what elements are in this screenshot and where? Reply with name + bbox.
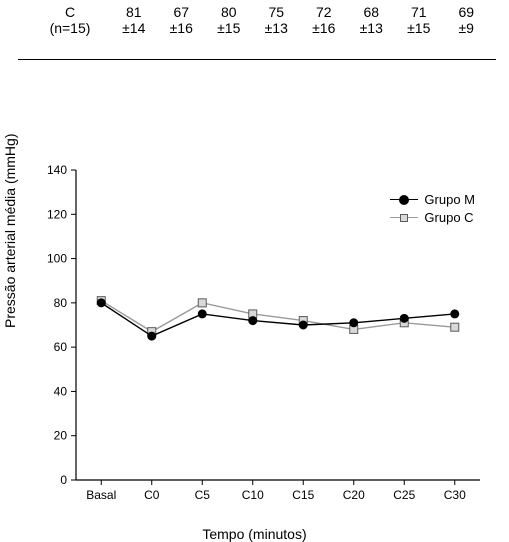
value-cell: 67	[158, 4, 206, 20]
page: { "table": { "row_label_top": "C", "row_…	[0, 0, 509, 542]
svg-text:Basal: Basal	[86, 488, 116, 502]
table-row: C 8167807572687169	[30, 4, 490, 20]
svg-text:80: 80	[54, 296, 68, 310]
svg-text:C15: C15	[292, 488, 314, 502]
table-bottom-rule	[18, 59, 496, 60]
error-cell: ±13	[253, 20, 301, 36]
legend: Grupo M Grupo C	[390, 190, 475, 226]
y-axis-label: Pressão arterial média (mmHg)	[2, 134, 18, 329]
svg-text:40: 40	[54, 384, 68, 398]
legend-marker-m	[399, 195, 409, 205]
error-cell: ±15	[205, 20, 253, 36]
value-cell: 68	[348, 4, 396, 20]
legend-line-m	[390, 199, 418, 200]
value-cell: 72	[300, 4, 348, 20]
value-cell: 75	[253, 4, 301, 20]
row-label-top: C	[30, 4, 110, 20]
svg-text:C30: C30	[444, 488, 466, 502]
svg-text:C20: C20	[343, 488, 365, 502]
svg-text:60: 60	[54, 340, 68, 354]
legend-entry-c: Grupo C	[390, 208, 475, 226]
value-cells: 8167807572687169	[110, 4, 490, 20]
error-cell: ±15	[395, 20, 443, 36]
data-table: C 8167807572687169 (n=15) ±14±16±15±13±1…	[30, 4, 490, 36]
svg-text:C25: C25	[393, 488, 415, 502]
error-cell: ±13	[348, 20, 396, 36]
value-cell: 80	[205, 4, 253, 20]
svg-text:140: 140	[47, 163, 67, 177]
x-axis-label: Tempo (minutos)	[0, 526, 509, 542]
legend-label-m: Grupo M	[424, 192, 475, 207]
svg-text:20: 20	[54, 429, 68, 443]
svg-text:120: 120	[47, 207, 67, 221]
legend-entry-m: Grupo M	[390, 190, 475, 208]
svg-text:C5: C5	[195, 488, 211, 502]
value-cell: 71	[395, 4, 443, 20]
table-row: (n=15) ±14±16±15±13±16±13±15±9	[30, 20, 490, 36]
legend-line-c	[390, 217, 418, 218]
legend-marker-c	[400, 214, 408, 222]
error-cell: ±16	[300, 20, 348, 36]
error-cell: ±16	[158, 20, 206, 36]
svg-text:C10: C10	[242, 488, 264, 502]
chart: Pressão arterial média (mmHg) 0204060801…	[0, 158, 509, 542]
svg-text:100: 100	[47, 252, 67, 266]
value-cell: 81	[110, 4, 158, 20]
error-cells: ±14±16±15±13±16±13±15±9	[110, 20, 490, 36]
legend-label-c: Grupo C	[424, 210, 473, 225]
svg-text:C0: C0	[144, 488, 160, 502]
error-cell: ±14	[110, 20, 158, 36]
error-cell: ±9	[443, 20, 491, 36]
value-cell: 69	[443, 4, 491, 20]
svg-text:0: 0	[60, 473, 67, 487]
row-label-bottom: (n=15)	[30, 20, 110, 36]
